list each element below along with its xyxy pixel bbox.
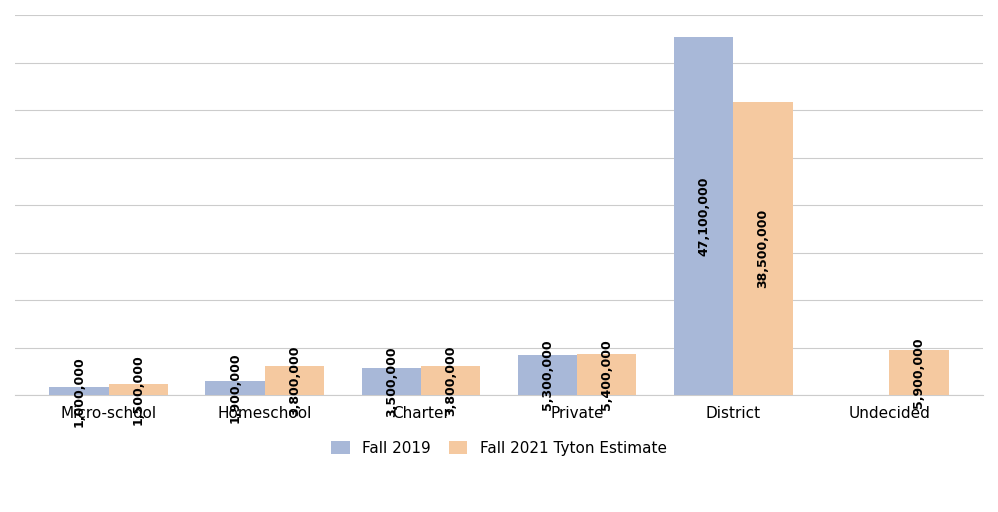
Text: 5,300,000: 5,300,000 [541, 339, 554, 410]
Bar [889, 350, 949, 395]
Legend: Fall 2019, Fall 2021 Tyton Estimate: Fall 2019, Fall 2021 Tyton Estimate [323, 433, 675, 463]
Text: 3,800,000: 3,800,000 [444, 346, 457, 416]
Text: 38,500,000: 38,500,000 [756, 209, 769, 288]
Text: 47,100,000: 47,100,000 [697, 176, 710, 256]
Text: 1,500,000: 1,500,000 [132, 354, 145, 425]
Text: 3,500,000: 3,500,000 [385, 347, 398, 417]
Bar [109, 383, 168, 395]
Bar [734, 102, 792, 395]
Bar [577, 354, 637, 395]
Bar [674, 37, 734, 395]
Bar [518, 355, 577, 395]
Bar [206, 380, 264, 395]
Text: 3,800,000: 3,800,000 [288, 346, 301, 416]
Bar [49, 388, 109, 395]
Bar [421, 366, 480, 395]
Text: 1,000,000: 1,000,000 [73, 356, 86, 426]
Text: 1,900,000: 1,900,000 [229, 353, 242, 423]
Text: 5,900,000: 5,900,000 [912, 337, 925, 408]
Bar [264, 366, 324, 395]
Text: 5,400,000: 5,400,000 [600, 339, 613, 410]
Bar [361, 369, 421, 395]
